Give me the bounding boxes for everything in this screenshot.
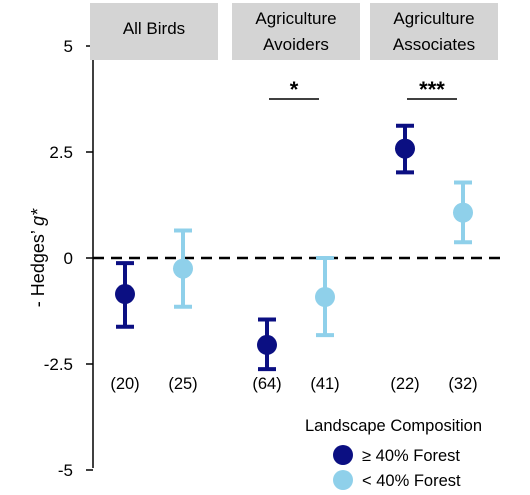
error-bar-point	[395, 123, 415, 175]
panel-header-label: Associates	[393, 35, 475, 54]
sample-size-label: (64)	[252, 375, 281, 393]
mean-marker	[395, 138, 415, 159]
error-bar-point	[315, 256, 335, 338]
error-bar-point	[453, 180, 473, 245]
y-tick-label: -2.5	[44, 355, 73, 374]
panel-header-label: Agriculture	[393, 9, 474, 28]
mean-marker	[257, 334, 277, 355]
y-axis-ticks: 5 2.5 0 -2.5 -5	[44, 37, 93, 480]
panel-header-box	[232, 3, 360, 60]
mean-marker	[115, 284, 135, 305]
legend-title: Landscape Composition	[305, 417, 482, 435]
panel-header-label: All Birds	[123, 19, 185, 38]
legend: Landscape Composition ≥ 40% Forest < 40% …	[305, 417, 482, 490]
sample-size-label: (20)	[110, 375, 139, 393]
panel-headers: All Birds Agriculture Avoiders Agriculture A…	[90, 3, 498, 60]
panel-header-box	[90, 3, 218, 60]
data-points	[115, 123, 473, 372]
panel-header-label: Agriculture	[255, 9, 336, 28]
error-bar-point	[173, 228, 193, 309]
error-bar-point	[115, 261, 135, 329]
panel-header-label: Avoiders	[263, 35, 329, 54]
sample-size-label: (22)	[390, 375, 419, 393]
significance-label: *	[290, 77, 299, 102]
error-bar-point	[257, 317, 277, 372]
panel-header-box	[370, 3, 498, 60]
significance-label: ***	[419, 77, 445, 102]
legend-item-label: ≥ 40% Forest	[362, 447, 460, 465]
sample-size-label: (41)	[310, 375, 339, 393]
y-tick-label: -5	[58, 461, 73, 480]
legend-item-label: < 40% Forest	[362, 472, 461, 490]
y-axis-title: - Hedges’ g*	[28, 208, 48, 307]
y-tick-label: 0	[64, 249, 73, 268]
legend-marker	[333, 445, 353, 465]
mean-marker	[453, 202, 473, 223]
mean-marker	[173, 258, 193, 279]
mean-marker	[315, 287, 335, 308]
sample-size-label: (25)	[168, 375, 197, 393]
legend-marker	[333, 470, 353, 490]
significance-markers: * ***	[269, 77, 457, 102]
sample-size-labels: (20) (25) (64) (41) (22) (32)	[110, 375, 477, 393]
sample-size-label: (32)	[448, 375, 477, 393]
y-tick-label: 5	[64, 37, 73, 56]
y-tick-label: 2.5	[49, 143, 73, 162]
